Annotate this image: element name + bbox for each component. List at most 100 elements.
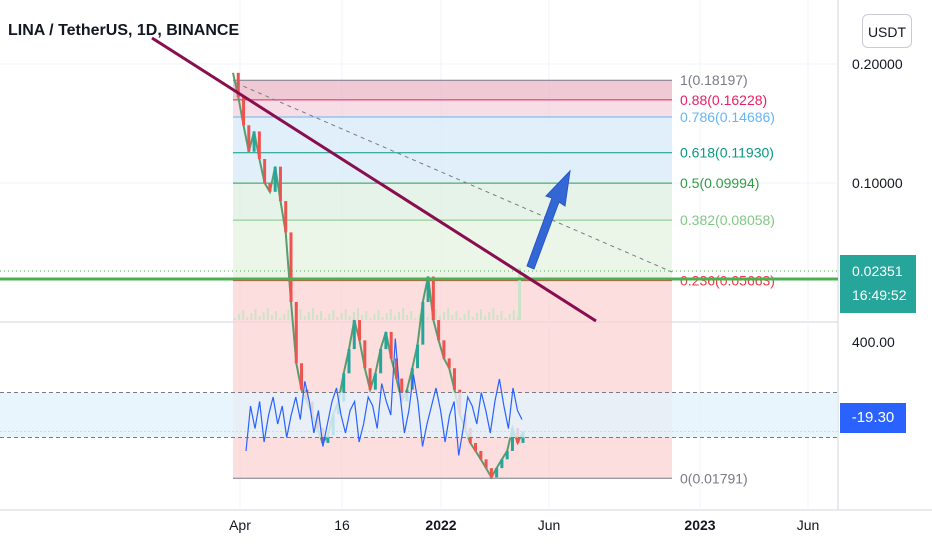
fib-zone	[233, 152, 672, 184]
candle	[489, 468, 493, 478]
last-price: 0.02351	[852, 263, 903, 279]
volume-bar	[393, 316, 396, 320]
volume-bar	[279, 318, 282, 320]
fib-level-label: 0.5(0.09994)	[680, 175, 759, 191]
volume-bar	[254, 309, 257, 320]
candle	[495, 468, 499, 478]
volume-bar	[238, 314, 241, 320]
candle	[510, 428, 514, 451]
volume-bar	[344, 309, 347, 320]
candle	[236, 72, 240, 98]
volume-bar	[484, 316, 487, 320]
volume-bar	[402, 308, 405, 320]
volume-bar	[352, 312, 355, 320]
volume-bar	[234, 318, 236, 320]
volume-bar	[307, 312, 310, 320]
volume-bar	[471, 317, 474, 320]
volume-bar	[250, 313, 253, 320]
candle	[400, 378, 404, 402]
volume-bar	[459, 318, 462, 320]
candle	[368, 368, 372, 390]
fib-level-label: 0.236(0.05663)	[680, 273, 775, 289]
fib-level-label: 0(0.01791)	[680, 470, 748, 486]
volume-bar	[455, 311, 458, 320]
candle	[373, 373, 377, 390]
candle	[416, 344, 420, 369]
volume-bar	[418, 314, 421, 320]
candle	[474, 442, 478, 451]
volume-bar	[500, 311, 503, 320]
last-price-tag: 0.02351 16:49:52	[840, 255, 916, 313]
volume-bar	[508, 314, 511, 320]
chart-title: LINA / TetherUS, 1D, BINANCE	[8, 22, 240, 39]
candle	[394, 358, 398, 379]
volume-bar	[398, 312, 400, 320]
volume-bar	[283, 314, 286, 320]
candle	[421, 302, 425, 345]
volume-bar	[447, 308, 450, 320]
candle	[326, 435, 330, 443]
candle	[257, 131, 261, 160]
candle	[442, 340, 446, 359]
volume-bar	[467, 310, 470, 320]
candle	[431, 276, 435, 321]
volume-bar	[316, 315, 318, 320]
volume-bar	[266, 308, 269, 320]
volume-bar	[246, 317, 249, 320]
candle	[452, 368, 456, 390]
candle	[247, 125, 251, 152]
candle	[447, 358, 451, 369]
candle	[437, 320, 441, 341]
currency-button[interactable]: USDT	[862, 14, 912, 48]
oscillator-value-tag: -19.30	[840, 403, 906, 433]
volume-bar	[430, 313, 433, 320]
fib-zone	[233, 117, 672, 153]
candle	[284, 201, 288, 233]
volume-bar	[320, 311, 323, 320]
volume-bar	[242, 310, 245, 320]
candle	[263, 159, 267, 183]
price-axis: 0.20000 0.10000 400.00	[852, 56, 903, 350]
volume-bar	[258, 316, 261, 320]
volume-bar	[504, 318, 507, 320]
time-tick-label: Jun	[797, 517, 820, 533]
trend-lines	[0, 36, 838, 323]
time-tick-label: Jun	[538, 517, 561, 533]
volume-bar	[311, 308, 314, 320]
fib-level-label: 0.382(0.08058)	[680, 212, 775, 228]
bar-countdown: 16:49:52	[852, 287, 907, 303]
candle	[384, 331, 388, 350]
candle	[363, 340, 367, 369]
time-tick-label: 16	[334, 517, 350, 533]
candle	[242, 97, 246, 126]
volume-bar	[463, 314, 466, 320]
volume-bar	[381, 317, 384, 320]
volume-bar	[496, 315, 499, 320]
price-tick-label: 0.20000	[852, 56, 903, 72]
volume-bar	[348, 316, 351, 320]
volume-bar	[516, 317, 519, 320]
candle	[358, 320, 362, 341]
candle	[252, 131, 256, 152]
volume-bar	[426, 317, 429, 320]
oscillator-line	[245, 338, 523, 456]
volume-bars	[234, 268, 521, 320]
candle	[379, 349, 383, 374]
volume-bar	[357, 308, 359, 320]
volume-bar	[518, 268, 521, 320]
candle	[278, 166, 282, 202]
volume-bar	[480, 309, 482, 320]
volume-bar	[439, 316, 441, 320]
time-tick-label: 2023	[684, 517, 715, 533]
volume-bar	[385, 313, 388, 320]
candle	[289, 232, 293, 302]
candle	[294, 302, 298, 364]
fib-level-label: 1(0.18197)	[680, 72, 748, 88]
candle	[479, 450, 483, 460]
candle	[268, 183, 272, 192]
volume-bar	[488, 312, 491, 320]
fib-zone	[233, 80, 672, 100]
price-tick-label: 0.10000	[852, 175, 903, 191]
fib-zone	[233, 183, 672, 221]
